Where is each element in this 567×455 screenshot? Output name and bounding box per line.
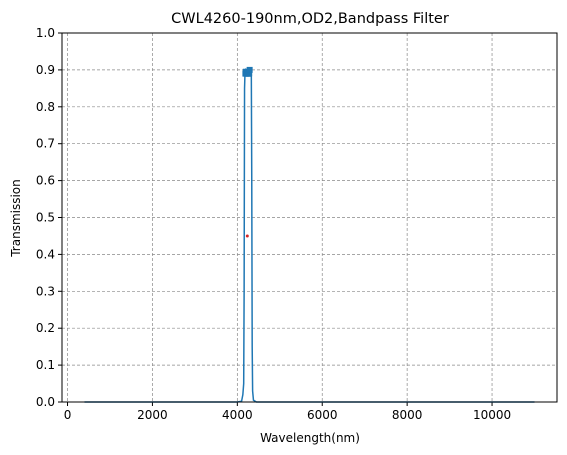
center-point	[245, 234, 249, 238]
y-tick-label: 0.3	[36, 284, 55, 298]
plot-frame	[61, 32, 558, 403]
y-tick-label: 0.8	[36, 100, 55, 114]
x-axis-label: Wavelength(nm)	[260, 431, 360, 445]
data-line	[84, 67, 535, 403]
x-tick-label: 8000	[392, 408, 423, 422]
y-tick-label: 1.0	[36, 26, 55, 40]
y-tick-label: 0.7	[36, 137, 55, 151]
x-tick-label: 10000	[473, 408, 511, 422]
marker	[246, 70, 253, 77]
y-axis-label: Transmission	[9, 179, 23, 258]
y-tick-label: 0.2	[36, 321, 55, 335]
x-tick-label: 4000	[222, 408, 253, 422]
marker	[246, 66, 253, 73]
x-tick-label: 2000	[137, 408, 168, 422]
y-tick-label: 0.0	[36, 395, 55, 409]
chart-title: CWL4260-190nm,OD2,Bandpass Filter	[171, 11, 449, 27]
y-tick-label: 0.4	[36, 247, 55, 261]
y-tick-label: 0.6	[36, 174, 55, 188]
x-tick-label: 6000	[307, 408, 338, 422]
y-tick-label: 0.5	[36, 211, 55, 225]
x-tick-label: 0	[64, 408, 72, 422]
y-tick-label: 0.9	[36, 63, 55, 77]
y-tick-label: 0.1	[36, 358, 55, 372]
